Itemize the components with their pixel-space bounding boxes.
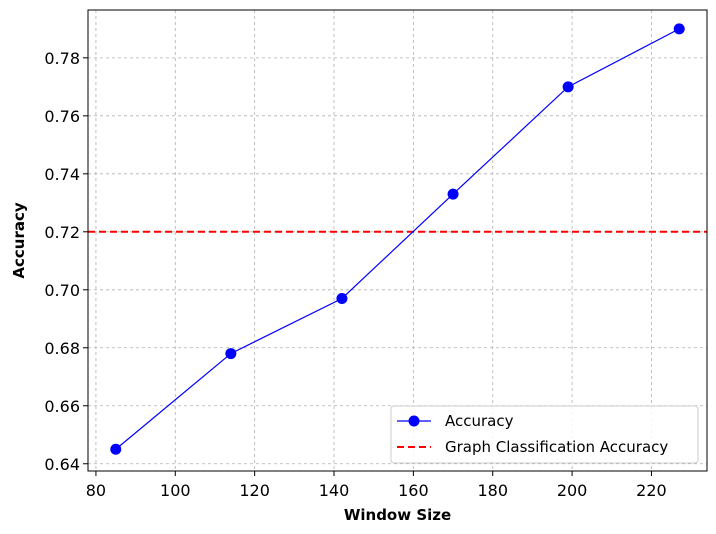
legend: Accuracy Graph Classification Accuracy [390, 405, 699, 464]
plot-frame [87, 9, 708, 472]
y-tick-label: 0.68 [44, 339, 80, 358]
accuracy-data-point [673, 23, 685, 35]
y-tick-label: 0.78 [44, 49, 80, 68]
y-tick-label: 0.76 [44, 107, 80, 126]
legend-graph-classification-label: Graph Classification Accuracy [445, 438, 668, 456]
x-tick-label: 140 [319, 481, 350, 500]
x-ticks: 80 100 120 140 160 180 200 220 [86, 471, 667, 500]
series-lines [115, 28, 680, 450]
legend-box [390, 405, 699, 464]
accuracy-data-point [225, 348, 237, 360]
series-points [110, 23, 685, 455]
x-tick-label: 220 [636, 481, 667, 500]
x-tick-label: 80 [86, 481, 106, 500]
y-tick-label: 0.66 [44, 397, 80, 416]
accuracy-series-line [115, 28, 680, 450]
x-tick-label: 180 [477, 481, 508, 500]
x-axis-title: Window Size [344, 506, 451, 524]
x-tick-label: 100 [160, 481, 191, 500]
y-axis-title: Accuracy [10, 202, 28, 278]
y-tick-label: 0.64 [44, 455, 80, 474]
y-tick-label: 0.70 [44, 281, 80, 300]
x-tick-label: 160 [398, 481, 429, 500]
y-tick-label: 0.72 [44, 223, 80, 242]
legend-accuracy-label: Accuracy [445, 412, 514, 430]
x-tick-label: 200 [557, 481, 588, 500]
legend-accuracy-marker [408, 415, 420, 427]
accuracy-data-point [110, 443, 122, 455]
accuracy-data-point [447, 188, 459, 200]
accuracy-data-point [336, 292, 348, 304]
accuracy-data-point [562, 81, 574, 93]
y-tick-label: 0.74 [44, 165, 80, 184]
x-tick-label: 120 [239, 481, 270, 500]
y-ticks: 0.64 0.66 0.68 0.70 0.72 0.74 0.76 0.78 [44, 49, 88, 474]
